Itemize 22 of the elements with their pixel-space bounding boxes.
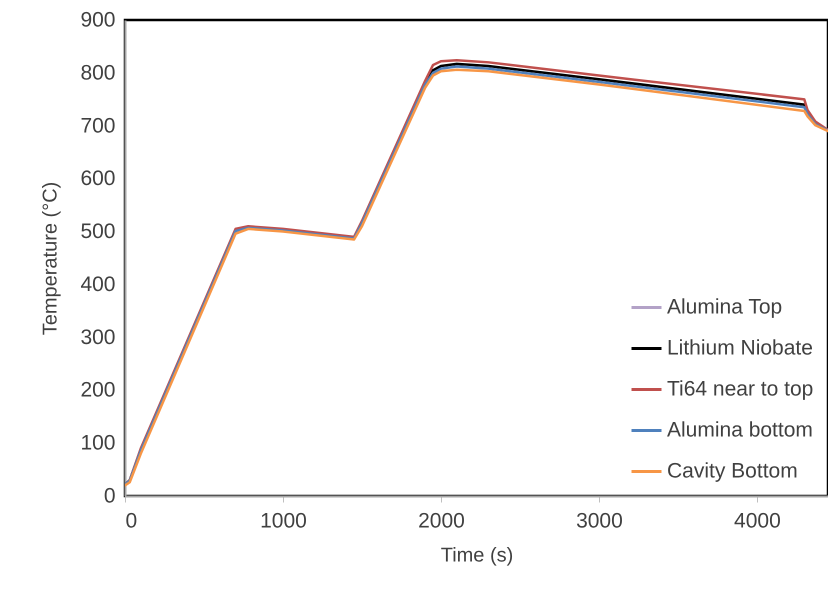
legend-label: Cavity Bottom <box>667 460 798 482</box>
y-tick-label: 800 <box>80 61 116 84</box>
x-tick-label: 0 <box>126 510 138 532</box>
y-tick-label: 400 <box>80 272 116 296</box>
y-tick-label: 300 <box>80 326 116 349</box>
x-tick-label: 3000 <box>576 510 623 532</box>
legend-label: Ti64 near to top <box>667 378 814 400</box>
y-tick-label: 900 <box>80 8 116 32</box>
y-tick-label: 500 <box>80 220 116 244</box>
y-tick-label: 600 <box>80 167 116 190</box>
x-tick-label: 2000 <box>418 510 465 532</box>
legend-label: Alumina Top <box>667 296 782 318</box>
legend-label: Alumina bottom <box>667 418 813 442</box>
legend-label: Lithium Niobate <box>667 336 813 360</box>
y-tick-label: 700 <box>80 114 116 138</box>
y-axis-title: Temperature (°C) <box>39 182 62 336</box>
x-tick-label: 1000 <box>260 510 307 532</box>
y-tick-label: 0 <box>104 484 116 508</box>
x-axis-title: Time (s) <box>440 544 514 566</box>
y-tick-label: 200 <box>80 378 116 402</box>
x-tick-label: 4000 <box>734 510 781 532</box>
y-tick-label: 100 <box>80 432 116 455</box>
